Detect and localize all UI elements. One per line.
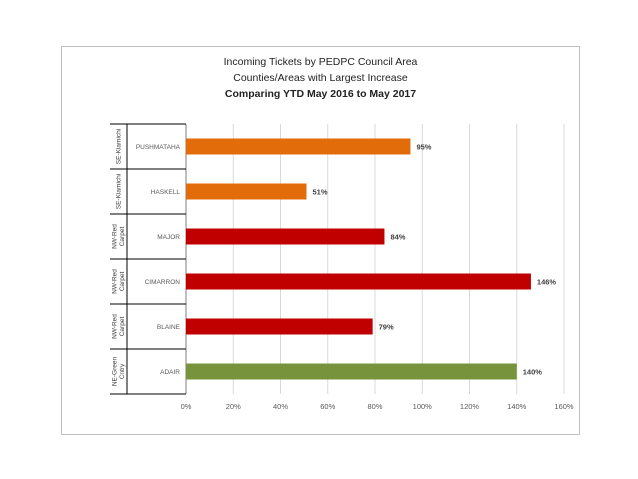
x-tick-label: 120% (460, 402, 480, 411)
category-label: ADAIR (160, 369, 180, 376)
x-tick-label: 100% (413, 402, 433, 411)
bar (186, 318, 373, 335)
chart-title-line-2: Counties/Areas with Largest Increase (233, 72, 408, 84)
data-label: 146% (537, 278, 557, 287)
data-label: 79% (379, 323, 394, 332)
chart-title-line-1: Incoming Tickets by PEDPC Council Area (223, 56, 418, 68)
x-tick-label: 160% (554, 402, 574, 411)
group-label: NW-RedCarpet (112, 269, 127, 294)
data-label: 140% (523, 368, 543, 377)
group-label: SE-Kiamichi (116, 129, 123, 164)
x-tick-label: 80% (367, 402, 382, 411)
group-label: SE-Kiamichi (116, 174, 123, 209)
category-label: HASKELL (151, 189, 181, 196)
x-tick-label: 0% (181, 402, 192, 411)
category-label: BLAINE (157, 324, 181, 331)
x-tick-label: 140% (507, 402, 527, 411)
bar (186, 273, 531, 290)
category-label: PUSHMATAHA (136, 144, 181, 151)
x-tick-label: 20% (226, 402, 241, 411)
data-label: 51% (312, 188, 327, 197)
group-label: NE-GreenCntry (112, 356, 127, 386)
data-label: 95% (416, 143, 431, 152)
x-tick-label: 40% (273, 402, 288, 411)
group-label: NW-RedCarpet (112, 314, 127, 339)
bar (186, 138, 411, 155)
bar (186, 183, 307, 200)
group-label: NW-RedCarpet (112, 224, 127, 249)
category-label: CIMARRON (145, 279, 181, 286)
x-tick-label: 60% (320, 402, 335, 411)
bar (186, 228, 385, 245)
data-label: 84% (390, 233, 405, 242)
chart-title-line-3: Comparing YTD May 2016 to May 2017 (224, 88, 417, 100)
category-label: MAJOR (157, 234, 180, 241)
bar (186, 363, 517, 380)
